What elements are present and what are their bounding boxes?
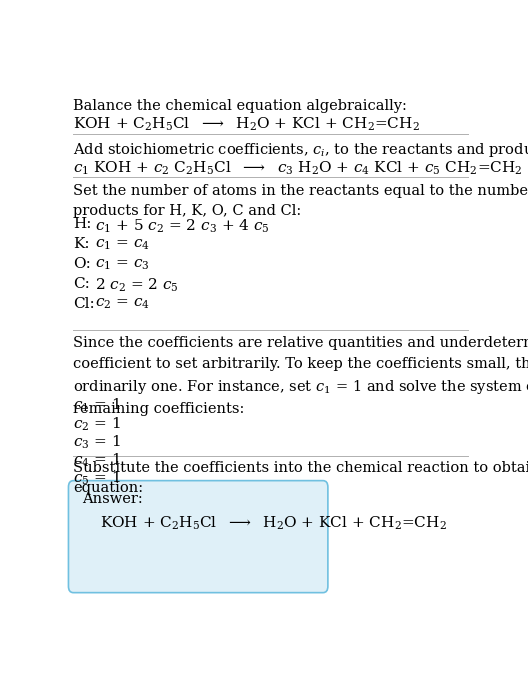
Text: Add stoichiometric coefficients, $c_i$, to the reactants and products:: Add stoichiometric coefficients, $c_i$, … [73,141,528,159]
Text: KOH + C$_2$H$_5$Cl  $\longrightarrow$  H$_2$O + KCl + CH$_2$=CH$_2$: KOH + C$_2$H$_5$Cl $\longrightarrow$ H$_… [100,515,447,532]
Text: Set the number of atoms in the reactants equal to the number of atoms in the
pro: Set the number of atoms in the reactants… [73,184,528,219]
Text: $c_1$ = 1: $c_1$ = 1 [73,397,121,414]
Text: Cl:: Cl: [73,296,95,311]
Text: C:: C: [73,277,90,291]
Text: $c_5$ = 1: $c_5$ = 1 [73,470,121,487]
Text: $c_1$ = $c_4$: $c_1$ = $c_4$ [96,237,150,252]
Text: $c_1$ = $c_3$: $c_1$ = $c_3$ [96,257,150,271]
Text: Substitute the coefficients into the chemical reaction to obtain the balanced
eq: Substitute the coefficients into the che… [73,461,528,496]
Text: K:: K: [73,237,90,251]
Text: $c_1$ + 5 $c_2$ = 2 $c_3$ + 4 $c_5$: $c_1$ + 5 $c_2$ = 2 $c_3$ + 4 $c_5$ [96,217,270,235]
Text: Since the coefficients are relative quantities and underdetermined, choose a
coe: Since the coefficients are relative quan… [73,336,528,416]
Text: O:: O: [73,257,91,271]
FancyBboxPatch shape [69,481,328,593]
Text: KOH + C$_2$H$_5$Cl  $\longrightarrow$  H$_2$O + KCl + CH$_2$=CH$_2$: KOH + C$_2$H$_5$Cl $\longrightarrow$ H$_… [73,116,420,133]
Text: $c_2$ = 1: $c_2$ = 1 [73,416,121,433]
Text: H:: H: [73,217,92,232]
Text: Balance the chemical equation algebraically:: Balance the chemical equation algebraica… [73,99,407,113]
Text: $c_3$ = 1: $c_3$ = 1 [73,434,121,451]
Text: $c_2$ = $c_4$: $c_2$ = $c_4$ [96,296,150,311]
Text: $c_1$ KOH + $c_2$ C$_2$H$_5$Cl  $\longrightarrow$  $c_3$ H$_2$O + $c_4$ KCl + $c: $c_1$ KOH + $c_2$ C$_2$H$_5$Cl $\longrig… [73,159,523,177]
Text: Answer:: Answer: [82,493,143,507]
Text: $c_4$ = 1: $c_4$ = 1 [73,452,121,469]
Text: 2 $c_2$ = 2 $c_5$: 2 $c_2$ = 2 $c_5$ [96,277,179,294]
